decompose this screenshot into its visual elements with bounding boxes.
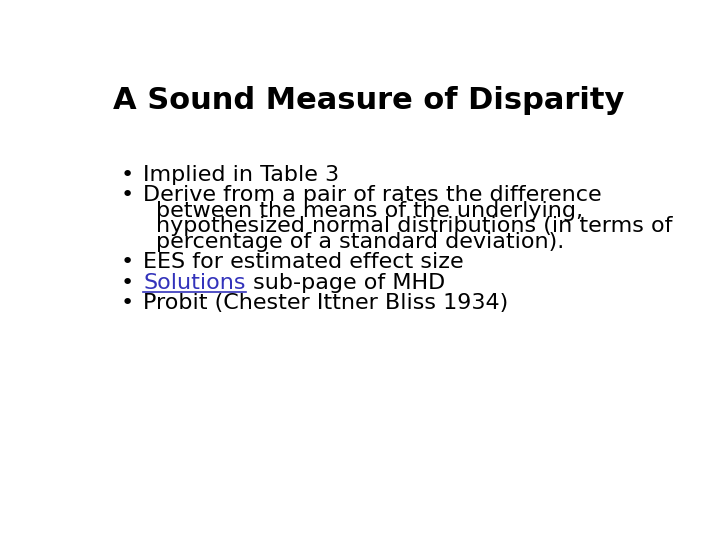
- Text: EES for estimated effect size: EES for estimated effect size: [143, 252, 464, 272]
- Text: •: •: [121, 273, 134, 293]
- Text: percentage of a standard deviation).: percentage of a standard deviation).: [156, 232, 564, 252]
- Text: Implied in Table 3: Implied in Table 3: [143, 165, 339, 185]
- Text: Derive from a pair of rates the difference: Derive from a pair of rates the differen…: [143, 185, 602, 205]
- Text: •: •: [121, 165, 134, 185]
- Text: between the means of the underlying,: between the means of the underlying,: [156, 201, 583, 221]
- Text: Probit (Chester Ittner Bliss 1934): Probit (Chester Ittner Bliss 1934): [143, 293, 508, 313]
- Text: •: •: [121, 293, 134, 313]
- Text: hypothesized normal distributions (in terms of: hypothesized normal distributions (in te…: [156, 216, 672, 236]
- Text: •: •: [121, 185, 134, 205]
- Text: •: •: [121, 252, 134, 272]
- Text: sub-page of MHD: sub-page of MHD: [246, 273, 445, 293]
- Text: A Sound Measure of Disparity: A Sound Measure of Disparity: [113, 85, 625, 114]
- Text: Solutions: Solutions: [143, 273, 246, 293]
